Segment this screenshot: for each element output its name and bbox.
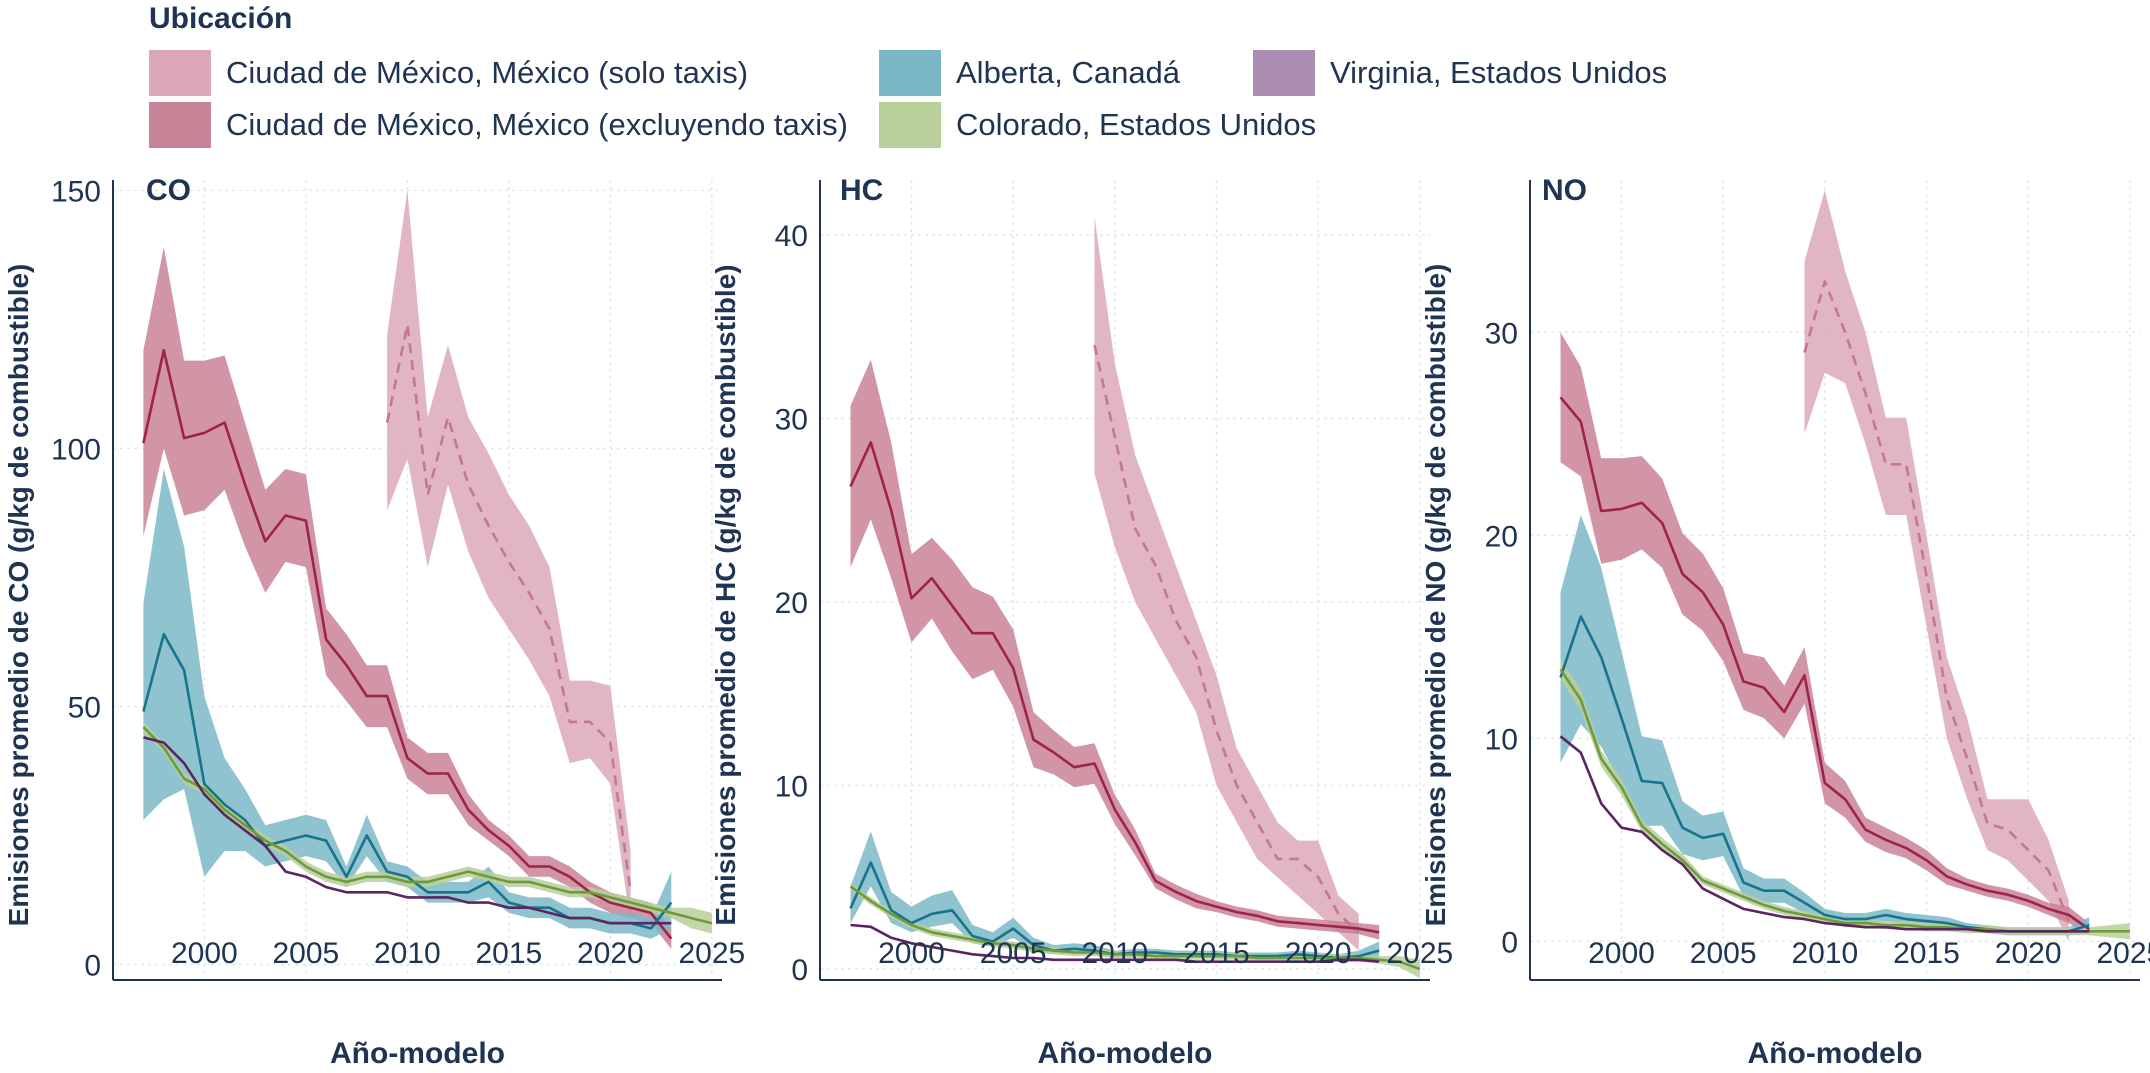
hc-band-mexico-excl xyxy=(850,359,1380,940)
legend-item-virginia: Virginia, Estados Unidos xyxy=(1253,50,1667,96)
hc-y-tick-label: 40 xyxy=(775,220,808,253)
hc-line-colorado xyxy=(849,885,1421,971)
hc-line-taxis xyxy=(1093,344,1360,934)
co-y-tick-label: 50 xyxy=(68,691,101,724)
hc-y-tick-label: 30 xyxy=(775,404,808,437)
hc-x-tick-label: 2000 xyxy=(878,937,945,970)
no-line-mexico-excl xyxy=(1559,396,2090,931)
legend-swatch-virginia xyxy=(1253,50,1315,96)
no-x-tick-label: 2000 xyxy=(1588,937,1655,970)
co-band-taxis xyxy=(387,190,631,924)
hc-x-tick-label: 2010 xyxy=(1081,937,1148,970)
hc-line-virginia xyxy=(850,923,1380,963)
no-x-tick-label: 2025 xyxy=(2096,937,2150,970)
co-x-tick-label: 2000 xyxy=(171,937,238,970)
no-y-tick-label: 30 xyxy=(1485,317,1518,350)
co-line-taxis xyxy=(385,323,632,893)
no-y-tick-label: 20 xyxy=(1485,520,1518,553)
co-panel-title: CO xyxy=(146,174,191,207)
legend-item-mexico-excl: Ciudad de México, México (excluyendo tax… xyxy=(149,102,848,148)
hc-y-axis-label: Emisiones promedio de HC (g/kg de combus… xyxy=(710,264,741,925)
co-y-tick-label: 100 xyxy=(51,433,101,466)
co-x-tick-label: 2010 xyxy=(374,937,441,970)
hc-x-axis-label: Año-modelo xyxy=(1038,1037,1213,1070)
hc-panel-title: HC xyxy=(840,174,883,207)
no-line-taxis xyxy=(1803,280,2071,922)
legend-swatch-alberta xyxy=(879,50,941,96)
legend-swatch-taxis xyxy=(149,50,211,96)
co-x-tick-label: 2005 xyxy=(272,937,339,970)
co-x-tick-label: 2015 xyxy=(475,937,542,970)
co-line-colorado xyxy=(142,726,713,925)
hc-x-tick-label: 2015 xyxy=(1183,937,1250,970)
hc-band-alberta xyxy=(850,831,1380,962)
no-line-virginia xyxy=(1559,735,2090,933)
no-band-taxis xyxy=(1804,190,2069,942)
no-band-alberta xyxy=(1560,515,2090,936)
hc-band-colorado xyxy=(850,882,1420,979)
legend-label-taxis: Ciudad de México, México (solo taxis) xyxy=(226,55,749,90)
no-x-tick-label: 2005 xyxy=(1690,937,1757,970)
no-y-axis-label: Emisiones promedio de NO (g/kg de combus… xyxy=(1420,264,1451,927)
hc-x-tick-label: 2020 xyxy=(1285,937,1352,970)
legend-item-alberta: Alberta, Canadá xyxy=(879,50,1180,96)
co-x-tick-label: 2020 xyxy=(577,937,644,970)
co-band-colorado xyxy=(143,721,712,934)
no-y-tick-label: 10 xyxy=(1485,723,1518,756)
legend-label-mexico-excl: Ciudad de México, México (excluyendo tax… xyxy=(226,107,848,142)
legend-swatch-colorado xyxy=(879,102,941,148)
no-y-tick-label: 0 xyxy=(1501,926,1518,959)
legend-label-colorado: Colorado, Estados Unidos xyxy=(956,107,1317,142)
hc-y-tick-label: 0 xyxy=(791,954,808,987)
hc-y-tick-label: 10 xyxy=(775,771,808,804)
co-x-axis-label: Año-modelo xyxy=(330,1037,505,1070)
hc-y-tick-label: 20 xyxy=(775,587,808,620)
legend-swatch-mexico-excl xyxy=(149,102,211,148)
no-x-tick-label: 2015 xyxy=(1893,937,1960,970)
co-y-axis-label: Emisiones promedio de CO (g/kg de combus… xyxy=(3,264,34,927)
no-x-axis-label: Año-modelo xyxy=(1748,1037,1923,1070)
co-y-tick-label: 150 xyxy=(51,175,101,208)
legend-item-colorado: Colorado, Estados Unidos xyxy=(879,102,1316,148)
co-line-virginia xyxy=(143,736,672,925)
co-y-tick-label: 0 xyxy=(84,950,101,983)
hc-x-tick-label: 2005 xyxy=(980,937,1047,970)
legend-label-alberta: Alberta, Canadá xyxy=(956,55,1181,90)
legend: Ubicación Ciudad de México, México (solo… xyxy=(0,0,2150,160)
no-panel-title: NO xyxy=(1542,174,1587,207)
hc-x-tick-label: 2025 xyxy=(1386,937,1453,970)
no-x-tick-label: 2010 xyxy=(1791,937,1858,970)
hc-line-mexico-excl xyxy=(849,441,1380,934)
co-line-mexico-excl xyxy=(142,349,673,940)
hc-band-taxis xyxy=(1094,216,1359,951)
co-x-tick-label: 2025 xyxy=(678,937,745,970)
legend-label-virginia: Virginia, Estados Unidos xyxy=(1330,55,1668,90)
legend-title: Ubicación xyxy=(149,2,293,35)
no-x-tick-label: 2020 xyxy=(1995,937,2062,970)
legend-item-taxis: Ciudad de México, México (solo taxis) xyxy=(149,50,748,96)
